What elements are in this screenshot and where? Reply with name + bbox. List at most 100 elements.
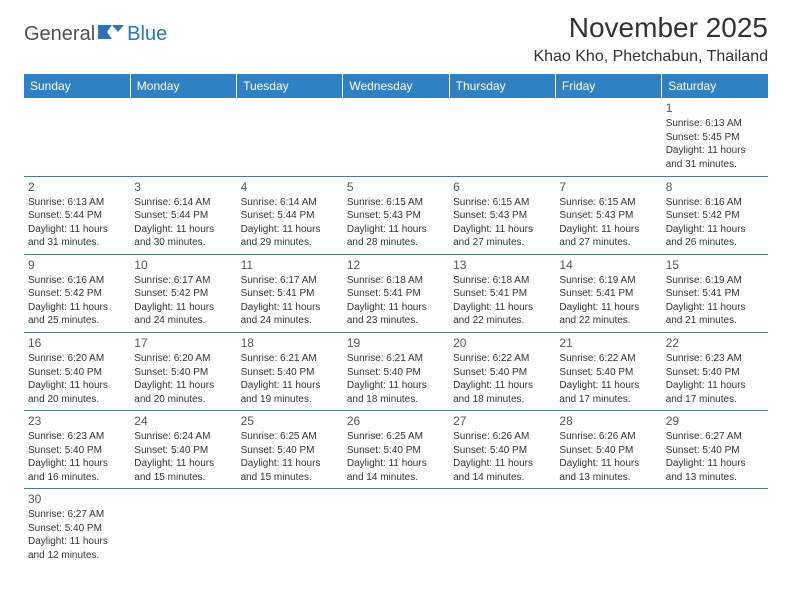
sunrise-line: Sunrise: 6:15 AM [347,196,445,210]
daylight-line: Daylight: 11 hours and 18 minutes. [453,379,551,406]
daylight-line: Daylight: 11 hours and 13 minutes. [559,457,657,484]
sunrise-line: Sunrise: 6:21 AM [347,352,445,366]
daylight-line: Daylight: 11 hours and 18 minutes. [347,379,445,406]
calendar-cell: 10Sunrise: 6:17 AMSunset: 5:42 PMDayligh… [130,254,236,332]
sunrise-line: Sunrise: 6:25 AM [347,430,445,444]
day-header: Monday [130,74,236,98]
sunrise-line: Sunrise: 6:19 AM [559,274,657,288]
day-number: 22 [666,335,764,351]
daylight-line: Daylight: 11 hours and 22 minutes. [559,301,657,328]
sunrise-line: Sunrise: 6:27 AM [28,508,126,522]
sunset-line: Sunset: 5:43 PM [559,209,657,223]
daylight-line: Daylight: 11 hours and 19 minutes. [241,379,339,406]
day-number: 17 [134,335,232,351]
calendar-body: 1Sunrise: 6:13 AMSunset: 5:45 PMDaylight… [24,98,768,567]
location: Khao Kho, Phetchabun, Thailand [533,48,768,66]
logo-text-general: General [24,23,95,46]
daylight-line: Daylight: 11 hours and 20 minutes. [28,379,126,406]
calendar-cell: 1Sunrise: 6:13 AMSunset: 5:45 PMDaylight… [662,98,768,176]
sunrise-line: Sunrise: 6:16 AM [666,196,764,210]
day-header: Thursday [449,74,555,98]
sunrise-line: Sunrise: 6:21 AM [241,352,339,366]
day-header: Wednesday [343,74,449,98]
calendar-cell: 12Sunrise: 6:18 AMSunset: 5:41 PMDayligh… [343,254,449,332]
day-number: 11 [241,257,339,273]
sunset-line: Sunset: 5:43 PM [453,209,551,223]
daylight-line: Daylight: 11 hours and 16 minutes. [28,457,126,484]
sunrise-line: Sunrise: 6:13 AM [666,117,764,131]
calendar-cell: 24Sunrise: 6:24 AMSunset: 5:40 PMDayligh… [130,411,236,489]
daylight-line: Daylight: 11 hours and 28 minutes. [347,223,445,250]
sunset-line: Sunset: 5:40 PM [453,366,551,380]
sunset-line: Sunset: 5:42 PM [666,209,764,223]
day-header: Tuesday [237,74,343,98]
daylight-line: Daylight: 11 hours and 23 minutes. [347,301,445,328]
daylight-line: Daylight: 11 hours and 29 minutes. [241,223,339,250]
day-number: 23 [28,413,126,429]
sunset-line: Sunset: 5:40 PM [28,444,126,458]
calendar-cell: 13Sunrise: 6:18 AMSunset: 5:41 PMDayligh… [449,254,555,332]
daylight-line: Daylight: 11 hours and 25 minutes. [28,301,126,328]
calendar-cell [237,98,343,176]
calendar-cell: 20Sunrise: 6:22 AMSunset: 5:40 PMDayligh… [449,332,555,410]
daylight-line: Daylight: 11 hours and 31 minutes. [666,144,764,171]
sunset-line: Sunset: 5:40 PM [28,366,126,380]
calendar-cell: 3Sunrise: 6:14 AMSunset: 5:44 PMDaylight… [130,176,236,254]
sunset-line: Sunset: 5:40 PM [241,444,339,458]
sunrise-line: Sunrise: 6:14 AM [134,196,232,210]
calendar-cell [130,98,236,176]
day-number: 9 [28,257,126,273]
calendar-cell: 30Sunrise: 6:27 AMSunset: 5:40 PMDayligh… [24,489,130,567]
calendar-cell: 29Sunrise: 6:27 AMSunset: 5:40 PMDayligh… [662,411,768,489]
calendar-cell [555,98,661,176]
sunset-line: Sunset: 5:44 PM [134,209,232,223]
sunset-line: Sunset: 5:41 PM [347,287,445,301]
day-number: 6 [453,179,551,195]
sunrise-line: Sunrise: 6:18 AM [453,274,551,288]
day-number: 15 [666,257,764,273]
sunrise-line: Sunrise: 6:23 AM [666,352,764,366]
sunset-line: Sunset: 5:40 PM [666,444,764,458]
day-number: 21 [559,335,657,351]
day-number: 8 [666,179,764,195]
day-number: 1 [666,100,764,116]
calendar-cell: 26Sunrise: 6:25 AMSunset: 5:40 PMDayligh… [343,411,449,489]
daylight-line: Daylight: 11 hours and 17 minutes. [666,379,764,406]
sunset-line: Sunset: 5:41 PM [559,287,657,301]
sunset-line: Sunset: 5:40 PM [347,444,445,458]
calendar-cell: 4Sunrise: 6:14 AMSunset: 5:44 PMDaylight… [237,176,343,254]
calendar-cell: 6Sunrise: 6:15 AMSunset: 5:43 PMDaylight… [449,176,555,254]
sunset-line: Sunset: 5:40 PM [453,444,551,458]
daylight-line: Daylight: 11 hours and 26 minutes. [666,223,764,250]
daylight-line: Daylight: 11 hours and 24 minutes. [241,301,339,328]
day-number: 2 [28,179,126,195]
sunset-line: Sunset: 5:40 PM [559,366,657,380]
sunrise-line: Sunrise: 6:16 AM [28,274,126,288]
day-number: 27 [453,413,551,429]
calendar-cell: 18Sunrise: 6:21 AMSunset: 5:40 PMDayligh… [237,332,343,410]
day-number: 10 [134,257,232,273]
day-number: 13 [453,257,551,273]
daylight-line: Daylight: 11 hours and 14 minutes. [453,457,551,484]
daylight-line: Daylight: 11 hours and 12 minutes. [28,535,126,562]
calendar-cell: 25Sunrise: 6:25 AMSunset: 5:40 PMDayligh… [237,411,343,489]
day-number: 24 [134,413,232,429]
calendar-cell [449,98,555,176]
sunset-line: Sunset: 5:40 PM [28,522,126,536]
sunrise-line: Sunrise: 6:26 AM [559,430,657,444]
calendar-cell: 17Sunrise: 6:20 AMSunset: 5:40 PMDayligh… [130,332,236,410]
daylight-line: Daylight: 11 hours and 24 minutes. [134,301,232,328]
sunset-line: Sunset: 5:40 PM [134,366,232,380]
sunset-line: Sunset: 5:40 PM [347,366,445,380]
sunrise-line: Sunrise: 6:20 AM [134,352,232,366]
day-number: 20 [453,335,551,351]
daylight-line: Daylight: 11 hours and 13 minutes. [666,457,764,484]
calendar-table: SundayMondayTuesdayWednesdayThursdayFrid… [24,74,768,567]
sunset-line: Sunset: 5:43 PM [347,209,445,223]
daylight-line: Daylight: 11 hours and 17 minutes. [559,379,657,406]
daylight-line: Daylight: 11 hours and 27 minutes. [559,223,657,250]
sunset-line: Sunset: 5:41 PM [453,287,551,301]
sunset-line: Sunset: 5:40 PM [666,366,764,380]
calendar-cell: 5Sunrise: 6:15 AMSunset: 5:43 PMDaylight… [343,176,449,254]
flag-icon [97,22,125,47]
